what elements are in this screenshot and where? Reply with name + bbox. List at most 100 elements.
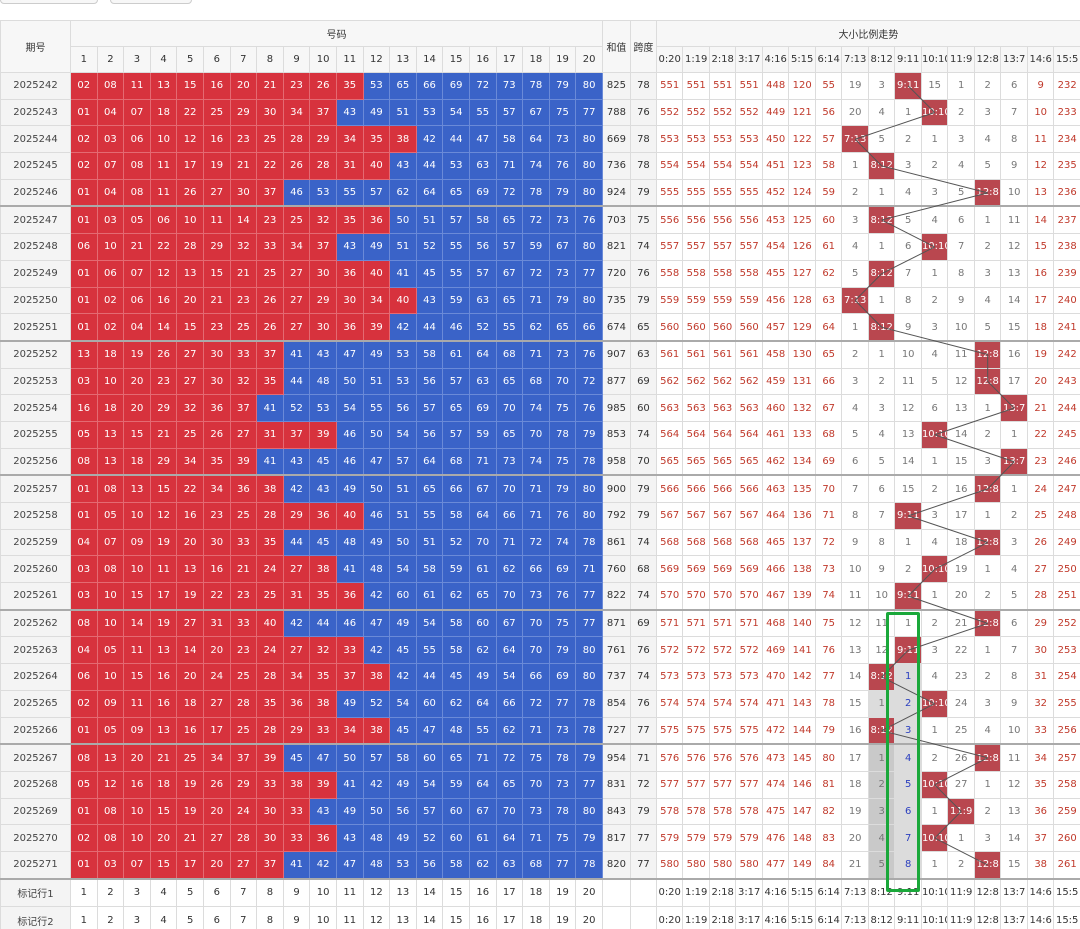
number-cell: 58 — [442, 502, 470, 530]
toolbar-button[interactable] — [110, 0, 192, 4]
number-cell: 25 — [256, 259, 284, 288]
number-cell: 63 — [468, 286, 497, 315]
issue-cell: 2025255 — [0, 420, 71, 449]
omission-cell: 579 — [708, 824, 737, 852]
omission-cell: 569 — [708, 555, 737, 584]
omission-cell: 8 — [947, 259, 975, 288]
omission-cell: 577 — [708, 770, 737, 799]
omission-cell: 82 — [814, 797, 843, 826]
sum-cell: 720 — [601, 259, 631, 288]
omission-cell: 20 — [841, 98, 869, 127]
omission-cell: 74 — [814, 582, 843, 611]
number-cell: 23 — [282, 72, 311, 100]
omission-cell: 2 — [947, 850, 975, 880]
number-cell: 58 — [389, 743, 417, 772]
number-cell: 71 — [522, 716, 550, 746]
omission-cell: 3 — [973, 689, 1002, 718]
toolbar-button[interactable] — [0, 0, 98, 4]
omission-cell: 472 — [761, 716, 790, 746]
sum-cell: 853 — [601, 420, 631, 449]
omission-cell: 70 — [814, 474, 843, 504]
ratio-hit-cell: 10:10 — [920, 233, 949, 261]
number-cell: 58 — [442, 609, 470, 638]
number-cell: 16 — [149, 663, 178, 691]
marker-number: 16 — [468, 878, 497, 908]
omission-cell: 19 — [1026, 340, 1055, 369]
ratio-hit-cell: 12:8 — [973, 528, 1002, 557]
omission-cell: 17 — [1026, 286, 1055, 315]
number-cell: 53 — [362, 72, 391, 100]
number-cell: 28 — [309, 152, 337, 180]
number-cell: 13 — [96, 743, 125, 772]
number-column-header: 3 — [123, 46, 151, 73]
omission-cell: 252 — [1053, 609, 1080, 638]
issue-cell: 2025247 — [0, 205, 71, 235]
number-cell: 78 — [522, 72, 550, 100]
number-cell: 48 — [442, 716, 470, 746]
number-cell: 06 — [96, 259, 125, 288]
number-cell: 57 — [362, 178, 391, 208]
issue-cell: 2025264 — [0, 663, 71, 691]
number-cell: 40 — [362, 259, 391, 288]
number-column-header: 15 — [442, 46, 470, 73]
omission-cell: 557 — [655, 233, 684, 261]
omission-cell: 24 — [1026, 474, 1055, 504]
omission-cell: 146 — [788, 770, 816, 799]
omission-cell: 1 — [920, 125, 949, 154]
number-cell: 65 — [415, 474, 444, 504]
omission-cell: 13 — [841, 636, 869, 665]
number-cell: 46 — [335, 420, 364, 449]
number-cell: 64 — [495, 636, 524, 665]
number-cell: 69 — [468, 178, 497, 208]
omission-cell: 2 — [973, 72, 1002, 100]
omission-cell: 12 — [894, 394, 922, 422]
number-cell: 67 — [548, 233, 577, 261]
number-cell: 02 — [70, 824, 98, 852]
number-cell: 13 — [149, 636, 178, 665]
omission-cell: 9 — [894, 313, 922, 342]
omission-cell: 3 — [867, 394, 896, 422]
omission-cell: 10 — [841, 555, 869, 584]
number-cell: 33 — [335, 636, 364, 665]
ratio-column-header: 10:10 — [920, 46, 949, 73]
marker-ratio: 15:5 — [1053, 906, 1080, 929]
omission-cell: 20 — [841, 824, 869, 852]
sum-cell: 674 — [601, 313, 631, 342]
number-cell: 55 — [415, 502, 444, 530]
number-cell: 26 — [176, 178, 204, 208]
omission-cell: 564 — [655, 420, 684, 449]
number-cell: 02 — [96, 286, 125, 315]
marker-ratio: 5:15 — [788, 878, 816, 908]
marker-ratio: 8:12 — [867, 906, 896, 929]
number-cell: 01 — [70, 205, 98, 235]
number-cell: 23 — [202, 502, 231, 530]
marker-number: 18 — [522, 906, 550, 929]
number-cell: 11 — [123, 72, 151, 100]
omission-cell: 4 — [973, 716, 1002, 746]
number-cell: 34 — [335, 125, 364, 154]
omission-cell: 475 — [761, 797, 790, 826]
omission-cell: 471 — [761, 689, 790, 718]
omission-cell: 13 — [894, 420, 922, 449]
omission-cell: 576 — [735, 743, 763, 772]
number-cell: 23 — [229, 125, 258, 154]
marker-ratio: 11:9 — [947, 906, 975, 929]
omission-cell: 453 — [761, 205, 790, 235]
omission-cell: 16 — [1000, 340, 1028, 369]
issue-cell: 2025248 — [0, 233, 71, 261]
omission-cell: 250 — [1053, 555, 1080, 584]
number-cell: 62 — [442, 582, 470, 611]
marker-ratio: 14:6 — [1026, 878, 1055, 908]
omission-cell: 570 — [682, 582, 710, 611]
omission-cell: 578 — [735, 797, 763, 826]
omission-cell: 6 — [867, 474, 896, 504]
number-cell: 15 — [149, 797, 178, 826]
omission-cell: 8 — [867, 528, 896, 557]
omission-cell: 456 — [761, 286, 790, 315]
marker-number: 3 — [123, 878, 151, 908]
omission-cell: 79 — [814, 716, 843, 746]
number-cell: 23 — [229, 286, 258, 315]
number-cell: 68 — [442, 447, 470, 477]
number-cell: 11 — [149, 555, 178, 584]
draw-row: 2025266 01 05 09 13 16 17 25 28 29 33 34 38 45 47 48 55 6… — [0, 716, 1080, 746]
